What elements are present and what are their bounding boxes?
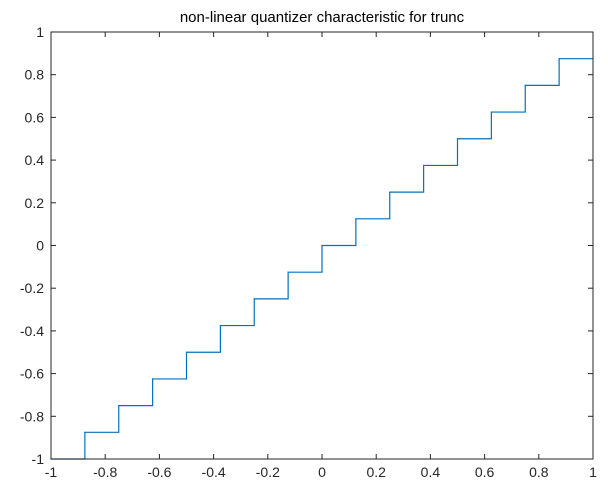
y-tick-label: 0.4: [25, 152, 45, 168]
plot-frame: [50, 31, 594, 460]
x-tick-label: 1: [589, 464, 597, 480]
step-point: [118, 405, 120, 407]
chart-title: non-linear quantizer characteristic for …: [180, 9, 465, 26]
y-tick-label: 0.2: [25, 195, 45, 211]
x-tick-label: -0.2: [256, 464, 280, 480]
step-point: [524, 84, 526, 86]
x-tick-label: 0.4: [421, 464, 441, 480]
x-tick-label: -0.6: [147, 464, 171, 480]
y-tick-label: -0.4: [20, 323, 44, 339]
step-point: [84, 431, 86, 433]
step-point: [253, 298, 255, 300]
step-point: [389, 191, 391, 193]
x-tick-label: 0.2: [366, 464, 386, 480]
y-tick-label: 0.6: [25, 109, 45, 125]
y-tick-label: 0: [36, 238, 44, 254]
step-point: [152, 378, 154, 380]
step-point: [321, 244, 323, 247]
step-point: [423, 164, 425, 167]
y-tick-label: -0.6: [20, 366, 44, 382]
y-tick-label: 1: [36, 24, 44, 40]
step-point: [185, 351, 188, 353]
x-tick-label: -0.4: [202, 464, 226, 480]
y-tick-label: -1: [32, 451, 45, 467]
step-point: [219, 324, 221, 327]
x-tick-label: -1: [45, 464, 58, 480]
step-point: [490, 111, 492, 113]
ticks-layer: -1 -0.8 -0.6 -0.4 -0.2 0 0.2 0.4 0.6 0.8 1 1 0.8 0.6 0…: [20, 24, 597, 480]
y-tick-label: -0.8: [20, 408, 44, 424]
step-point: [558, 58, 560, 60]
x-tick-label: 0.8: [529, 464, 549, 480]
x-tick-label: 0.6: [475, 464, 495, 480]
y-tick-label: 0.8: [25, 67, 45, 83]
series-line: [51, 58, 593, 460]
x-tick-label: 0: [318, 464, 326, 480]
step-point: [287, 271, 289, 273]
step-point: [456, 138, 459, 140]
x-tick-label: -0.8: [93, 464, 117, 480]
y-tick-label: -0.2: [20, 280, 44, 296]
step-point: [355, 218, 357, 220]
